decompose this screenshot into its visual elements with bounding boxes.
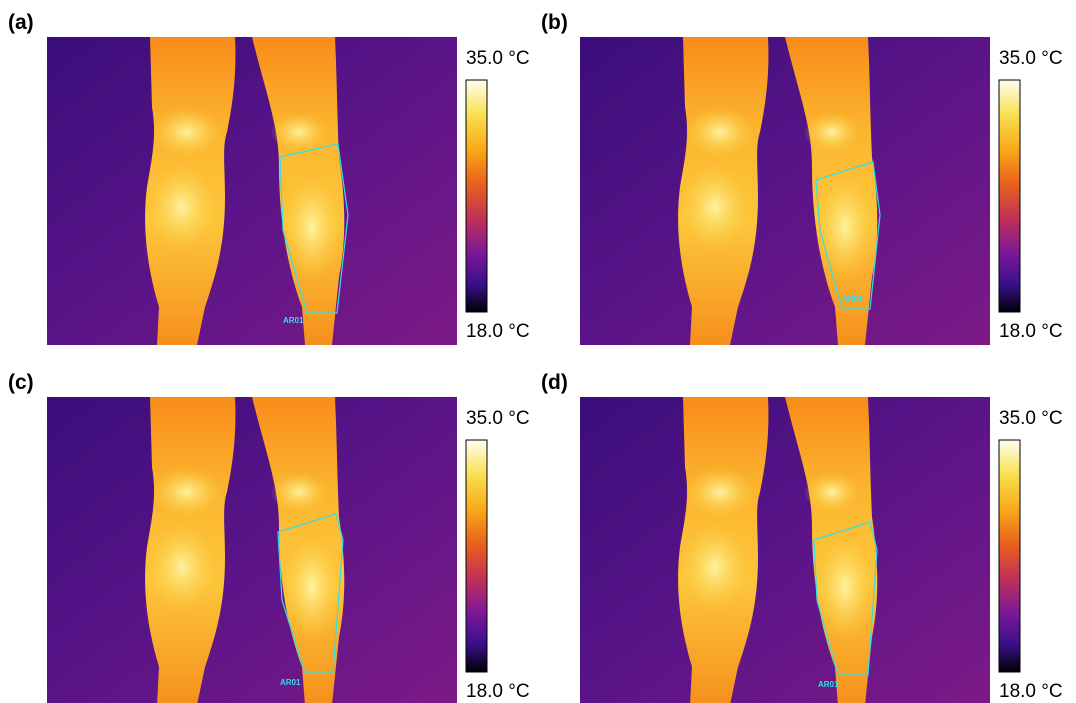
calf-hotspot [680, 162, 750, 252]
knee-hotspot [152, 107, 222, 157]
roi-outline [277, 513, 344, 674]
panel-label: (a) [8, 11, 34, 34]
calf-hotspot [147, 162, 217, 252]
roi-outline [813, 521, 878, 676]
roi-label: AR01 [842, 294, 863, 303]
colorbar-max: 35.0 °C [999, 48, 1063, 69]
colorbar [998, 439, 1021, 673]
panel: (d) AR01 35.0 °C 18.0 °C [541, 371, 1063, 703]
roi-label: AR01 [280, 678, 301, 687]
colorbar-max: 35.0 °C [466, 48, 530, 69]
panel: (c) AR01 35.0 °C 18.0 °C [8, 371, 530, 703]
calf-hotspot [815, 172, 875, 282]
panel-label: (c) [8, 371, 34, 394]
thermal-background [47, 397, 457, 703]
knee-hotspot [685, 107, 755, 157]
colorbar-min: 18.0 °C [466, 681, 530, 702]
panel: (b) AR01 35.0 °C 18.0 °C [541, 11, 1063, 345]
knee-hotspot [271, 112, 327, 152]
colorbar [465, 439, 488, 673]
roi-outline [279, 143, 349, 314]
roi-outline [815, 161, 881, 310]
panel-label: (d) [541, 371, 568, 394]
knee-hotspot [685, 467, 755, 517]
colorbar-min: 18.0 °C [999, 681, 1063, 702]
knee-hotspot [271, 472, 327, 512]
panel: (a) AR01 35.0 °C 18.0 °C [8, 11, 530, 345]
thermal-background [580, 37, 990, 345]
knee-hotspot [804, 112, 860, 152]
calf-hotspot [147, 522, 217, 612]
roi-label: AR01 [283, 316, 304, 325]
panel-label: (b) [541, 11, 568, 34]
colorbar-min: 18.0 °C [999, 321, 1063, 342]
colorbar-max: 35.0 °C [466, 408, 530, 429]
thermal-background [580, 397, 990, 703]
colorbar-max: 35.0 °C [999, 408, 1063, 429]
calf-hotspot [282, 532, 342, 642]
colorbar-min: 18.0 °C [466, 321, 530, 342]
colorbar [465, 79, 488, 313]
calf-hotspot [680, 522, 750, 612]
calf-hotspot [282, 172, 342, 282]
thermal-background [47, 37, 457, 345]
colorbar [998, 79, 1021, 313]
knee-hotspot [804, 472, 860, 512]
knee-hotspot [152, 467, 222, 517]
calf-hotspot [815, 532, 875, 642]
roi-label: AR01 [818, 680, 839, 689]
